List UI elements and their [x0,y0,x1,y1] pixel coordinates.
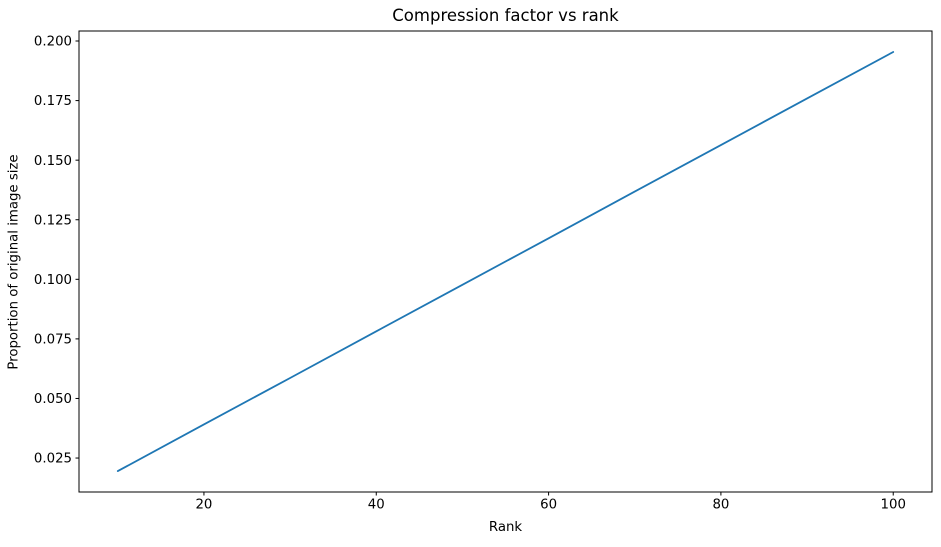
y-tick-label: 0.075 [34,332,72,347]
y-tick-label: 0.200 [34,35,72,50]
y-axis-label: Proportion of original image size [6,154,22,370]
axes-spines [78,30,933,493]
data-line-series [116,51,895,473]
y-tick-label: 0.100 [34,273,72,288]
y-tick-label: 0.150 [34,154,72,169]
x-tick-label: 20 [195,498,212,513]
y-tick-label: 0.050 [34,392,72,407]
x-tick-label: 60 [540,498,557,513]
x-tick-label: 80 [712,498,729,513]
y-tick-label: 0.025 [34,452,72,467]
y-tick-label: 0.175 [34,94,72,109]
y-tick-label: 0.125 [34,213,72,228]
chart-title: Compression factor vs rank [392,6,619,25]
x-axis-label: Rank [488,520,523,535]
x-tick-label: 100 [881,498,906,513]
x-tick-label: 40 [368,498,385,513]
